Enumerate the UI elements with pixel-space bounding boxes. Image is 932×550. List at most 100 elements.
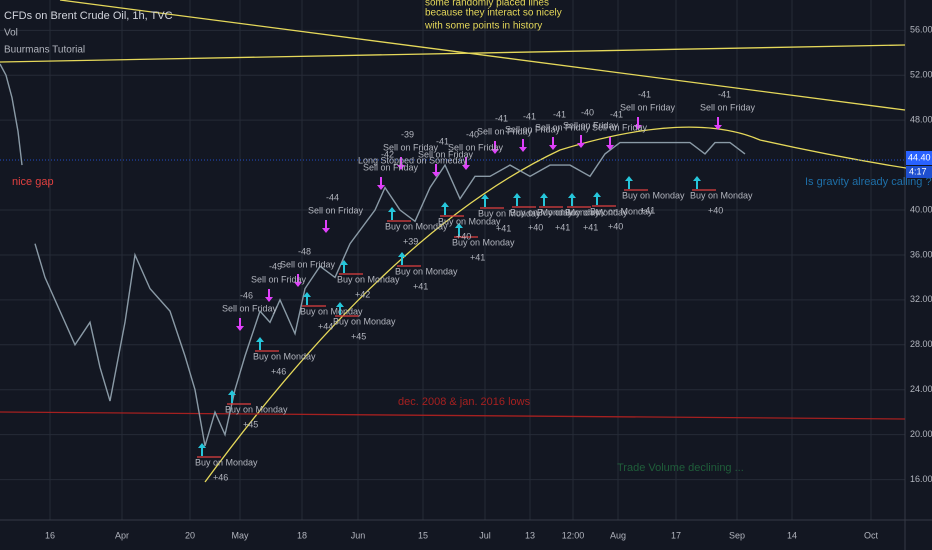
sell-points: -41 <box>523 111 536 121</box>
buy-points: +45 <box>351 331 366 341</box>
sell-points: -41 <box>436 136 449 146</box>
sell-points: -44 <box>326 192 339 202</box>
sell-arrow <box>462 157 470 170</box>
buy-arrow <box>593 192 601 205</box>
sell-label: Sell on Friday <box>308 205 364 215</box>
buy-points: +46 <box>271 366 286 376</box>
buy-points: +39 <box>403 236 418 246</box>
y-tick-label: 40.00 <box>910 204 932 214</box>
x-tick-label: 16 <box>45 530 55 540</box>
sell-label: Sell on Friday <box>418 149 474 159</box>
sell-label: Sell on Friday <box>251 274 307 284</box>
buy-arrow <box>540 193 548 206</box>
trend-line <box>0 44 906 63</box>
sell-arrow <box>519 139 527 152</box>
sell-label: Sell on Friday <box>505 124 561 134</box>
y-tick-label: 56.00 <box>910 25 932 35</box>
sell-arrow <box>236 318 244 331</box>
x-tick-label: Jul <box>479 530 491 540</box>
note-line: with some points in history <box>424 21 542 32</box>
buy-arrow <box>398 252 406 265</box>
buy-arrow <box>441 202 449 215</box>
support-line <box>0 411 906 420</box>
annotation: Long Stopped on Someday <box>358 155 468 165</box>
sell-arrow <box>397 157 405 170</box>
trend-line <box>59 0 906 111</box>
buy-arrow <box>513 193 521 206</box>
y-tick-label: 36.00 <box>910 249 932 259</box>
sell-arrow <box>577 135 585 148</box>
y-tick-label: 48.00 <box>910 115 932 125</box>
buy-arrow <box>256 337 264 350</box>
chart-title: CFDs on Brent Crude Oil, 1h, TVC <box>4 10 173 22</box>
buy-points: +41 <box>413 281 428 291</box>
sell-points: -41 <box>495 113 508 123</box>
sell-label: Sell on Friday <box>563 120 619 130</box>
x-tick-label: Oct <box>864 530 879 540</box>
sell-points: -41 <box>553 109 566 119</box>
x-tick-label: 14 <box>787 530 797 540</box>
legend-line: Buurmans Tutorial <box>4 45 85 56</box>
sell-points: -46 <box>240 290 253 300</box>
x-tick-label: 12:00 <box>562 530 585 540</box>
buy-arrow <box>228 390 236 403</box>
x-tick-label: Sep <box>729 530 745 540</box>
buy-label: Buy on Monday <box>690 190 753 200</box>
buy-arrow <box>481 194 489 207</box>
buy-label: Buy on Monday <box>565 207 628 217</box>
x-tick-label: Apr <box>115 530 129 540</box>
sell-label: Sell on Friday <box>363 162 419 172</box>
x-tick-label: May <box>231 530 249 540</box>
sell-label: Sell on Friday <box>383 142 439 152</box>
sell-label: Sell on Friday <box>535 122 591 132</box>
sell-points: -48 <box>298 246 311 256</box>
buy-label: Buy on Monday <box>510 207 573 217</box>
sell-arrow <box>634 117 642 130</box>
buy-arrow <box>198 443 206 456</box>
buy-label: Buy on Monday <box>195 457 258 467</box>
buy-points: +42 <box>355 289 370 299</box>
buy-points: +40 <box>456 231 471 241</box>
buy-label: Buy on Monday <box>438 216 501 226</box>
x-tick-label: 13 <box>525 530 535 540</box>
y-tick-label: 24.00 <box>910 384 932 394</box>
buy-arrow <box>336 302 344 315</box>
annotation: nice gap <box>12 176 54 188</box>
buy-points: +46 <box>213 472 228 482</box>
sell-label: Sell on Friday <box>700 102 756 112</box>
sell-points: -49 <box>269 261 282 271</box>
legend-line: Vol <box>4 28 18 39</box>
sell-arrow <box>377 177 385 190</box>
sell-arrow <box>606 137 614 150</box>
annotation: Trade Volume declining ... <box>617 462 744 474</box>
buy-arrow <box>693 176 701 189</box>
countdown-label: 4:17 <box>909 166 927 176</box>
buy-arrow <box>303 292 311 305</box>
note-line: because they interact so nicely <box>425 8 562 19</box>
last-price-tag <box>906 151 932 165</box>
buy-points: +41 <box>555 222 570 232</box>
buy-arrow <box>388 207 396 220</box>
sell-label: Sell on Friday <box>280 259 336 269</box>
x-tick-label: Aug <box>610 530 626 540</box>
sell-label: Sell on Friday <box>620 102 676 112</box>
buy-label: Buy on Monday <box>622 190 685 200</box>
price-line <box>34 141 746 447</box>
buy-label: Buy on Monday <box>537 207 600 217</box>
buy-label: Buy on Monday <box>300 306 363 316</box>
sell-points: -41 <box>718 89 731 99</box>
sell-points: -40 <box>581 107 594 117</box>
buy-points: +45 <box>243 419 258 429</box>
buy-points: +41 <box>496 223 511 233</box>
x-tick-label: 17 <box>671 530 681 540</box>
buy-label: Buy on Monday <box>452 237 515 247</box>
buy-points: +40 <box>708 205 723 215</box>
x-tick-label: 15 <box>418 530 428 540</box>
sell-arrow <box>322 220 330 233</box>
y-tick-label: 20.00 <box>910 429 932 439</box>
buy-points: +40 <box>528 222 543 232</box>
marks <box>0 63 746 458</box>
sell-points: -42 <box>381 149 394 159</box>
